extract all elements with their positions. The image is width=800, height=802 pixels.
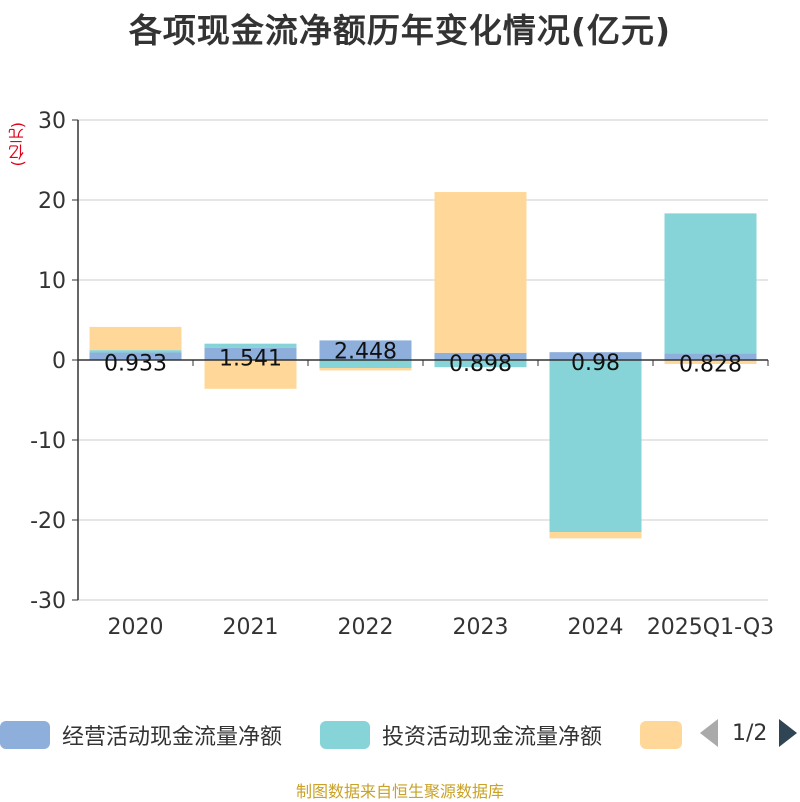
x-tick-label: 2020 xyxy=(108,615,164,640)
bar-2-2023 xyxy=(434,360,527,368)
y-tick-label: -20 xyxy=(30,509,66,534)
legend-label-operating: 经营活动现金流量净额 xyxy=(62,725,283,750)
legend-swatch-investing xyxy=(320,721,370,749)
bar-3-2024 xyxy=(549,532,642,539)
source-footer: 制图数据来自恒生聚源数据库 xyxy=(295,782,504,801)
y-tick-label: 30 xyxy=(38,109,66,134)
bar-2-2021 xyxy=(204,343,297,348)
bar-1-2025Q1-Q3 xyxy=(664,353,757,360)
data-label: 1.541 xyxy=(219,347,282,372)
y-tick-label: 20 xyxy=(38,189,66,214)
x-tick-label: 2023 xyxy=(453,615,509,640)
bar-3-2023 xyxy=(434,192,527,353)
x-tick-label: 2024 xyxy=(568,615,624,640)
legend-item-investing[interactable]: 投资活动现金流量净额 xyxy=(320,715,602,755)
legend-item-operating[interactable]: 经营活动现金流量净额 xyxy=(0,715,282,755)
legend: 经营活动现金流量净额 投资活动现金流量净额 1/2 xyxy=(0,715,800,755)
bar-3-2022 xyxy=(319,368,412,371)
data-label: 0.828 xyxy=(679,352,742,377)
bar-2-2022 xyxy=(319,360,412,368)
y-tick-label: 10 xyxy=(38,269,66,294)
legend-label-investing: 投资活动现金流量净额 xyxy=(382,725,603,750)
bar-2-2020 xyxy=(89,350,182,353)
y-tick-label: -10 xyxy=(30,429,66,454)
legend-pager: 1/2 xyxy=(700,719,798,747)
data-label: 0.933 xyxy=(104,352,167,377)
legend-page-indicator: 1/2 xyxy=(732,720,768,746)
data-label: 2.448 xyxy=(334,339,397,364)
bar-1-2022 xyxy=(319,340,412,360)
bar-1-2021 xyxy=(204,347,297,360)
bar-2-2025Q1-Q3 xyxy=(664,213,757,354)
legend-item-financing[interactable] xyxy=(640,715,694,755)
bar-2-2024 xyxy=(549,360,642,532)
y-tick-label: 0 xyxy=(52,349,66,374)
data-label: 0.98 xyxy=(571,351,620,376)
chart-title: 各项现金流净额历年变化情况(亿元) xyxy=(128,11,672,50)
legend-swatch-operating xyxy=(0,721,50,749)
bar-1-2023 xyxy=(434,352,527,360)
bar-3-2020 xyxy=(89,326,182,351)
legend-swatch-financing xyxy=(640,721,682,749)
y-tick-label: -30 xyxy=(30,589,66,614)
legend-prev-arrow-icon[interactable] xyxy=(700,719,718,747)
legend-next-arrow-icon[interactable] xyxy=(779,719,798,747)
data-label: 0.898 xyxy=(449,352,512,377)
x-tick-label: 2022 xyxy=(338,615,394,640)
bar-1-2024 xyxy=(549,352,642,360)
bar-3-2025Q1-Q3 xyxy=(664,360,757,364)
x-tick-label: 2021 xyxy=(223,615,279,640)
bar-3-2021 xyxy=(204,360,297,389)
x-tick-label: 2025Q1-Q3 xyxy=(647,615,774,640)
bar-1-2020 xyxy=(89,352,182,360)
